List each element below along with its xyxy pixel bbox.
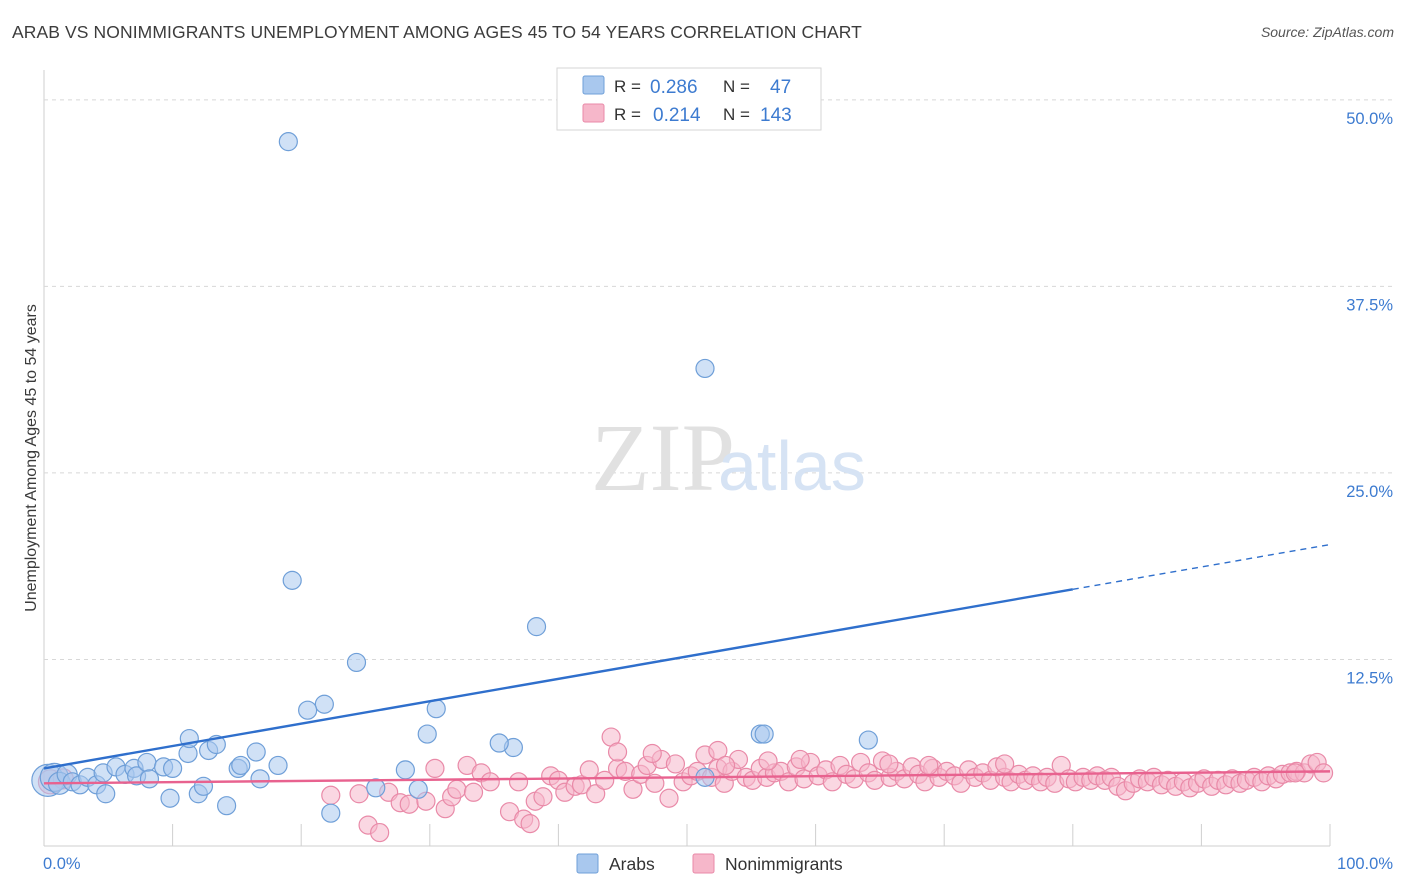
arabs-point [163, 758, 183, 779]
points-layer [31, 132, 1334, 843]
arabs-point [268, 755, 288, 776]
bottom-legend-swatch-non [692, 853, 715, 874]
y-tick-label: 37.5% [1346, 296, 1393, 314]
legend-non-n: 143 [760, 105, 792, 126]
bottom-legend-non: Nonimmigrants [725, 854, 843, 874]
nonimmigrants-point [879, 754, 899, 774]
nonimmigrants-point [715, 755, 736, 776]
arabs-point [96, 784, 116, 804]
legend-non-r-label: R = [614, 105, 641, 124]
y-tick-label: 25.0% [1346, 483, 1393, 501]
legend-arabs-n: 47 [770, 77, 791, 98]
arabs-point [298, 700, 318, 720]
nonimmigrants-point [370, 822, 390, 843]
nonimmigrants-point [790, 749, 810, 770]
arabs-point [346, 652, 367, 673]
arabs-point [139, 769, 160, 789]
bottom-legend-arabs: Arabs [609, 854, 655, 874]
nonimmigrants-point [425, 758, 445, 779]
nonimmigrants-point [708, 740, 728, 761]
nonimmigrants-point [533, 787, 553, 807]
arabs-point [526, 617, 547, 637]
y-axis-label: Unemployment Among Ages 45 to 54 years [23, 304, 40, 612]
bottom-legend-swatch-arabs [576, 853, 599, 874]
nonimmigrants-point [508, 772, 529, 792]
y-tick-label: 12.5% [1346, 669, 1393, 687]
nonimmigrants-point [665, 754, 686, 774]
nonimmigrants-point [1313, 763, 1334, 783]
nonimmigrants-point [480, 772, 500, 792]
arabs-point [137, 752, 157, 773]
arabs-point [695, 358, 715, 379]
arabs-point [160, 788, 180, 808]
arabs-point [489, 733, 509, 753]
bottom-legend: Arabs Nonimmigrants [576, 853, 843, 874]
nonimmigrants-point [349, 784, 369, 804]
arabs-trend-extension [1072, 543, 1331, 591]
x-tick-label-min: 0.0% [43, 855, 81, 873]
legend-arabs-r: 0.286 [650, 77, 698, 98]
nonimmigrants-point [623, 779, 643, 799]
nonimmigrants-point [586, 784, 606, 804]
watermark-zip: ZIP [591, 404, 735, 511]
nonimmigrants-point [995, 754, 1015, 774]
chart-title: ARAB VS NONIMMIGRANTS UNEMPLOYMENT AMONG… [12, 22, 862, 42]
arabs-point [858, 730, 878, 750]
nonimmigrants-point [571, 775, 592, 795]
nonimmigrants-point [447, 779, 467, 799]
nonimmigrants-point [919, 755, 939, 776]
legend-arabs-r-label: R = [614, 77, 641, 96]
legend-swatch-arabs [582, 75, 605, 95]
arabs-point [231, 755, 251, 776]
arabs-trend-line [43, 588, 1074, 770]
nonimmigrants-point [659, 788, 679, 808]
nonimmigrants-point [321, 785, 341, 805]
source-credit: Source: ZipAtlas.com [1260, 24, 1394, 40]
arabs-point [321, 803, 341, 823]
nonimmigrants-point [758, 751, 778, 771]
arabs-point [754, 724, 774, 744]
trend-lines [43, 543, 1331, 785]
legend-arabs-n-label: N = [723, 77, 750, 96]
arabs-point [193, 776, 214, 796]
arabs-point [278, 132, 298, 152]
x-tick-label-max: 100.0% [1337, 855, 1393, 873]
nonimmigrants-point [595, 770, 615, 790]
nonimmigrants-trend-line [43, 770, 1331, 785]
legend-non-r: 0.214 [653, 105, 701, 126]
nonimmigrants-point [520, 814, 540, 834]
arabs-point [282, 570, 302, 590]
nonimmigrants-point [607, 742, 628, 762]
arabs-point [417, 724, 437, 744]
y-tick-label: 50.0% [1346, 110, 1393, 128]
grid-layer [43, 70, 1393, 847]
arabs-point [246, 742, 266, 762]
legend-swatch-non [582, 103, 605, 123]
arabs-point [217, 796, 237, 816]
y-tick-labels: 12.5% 25.0% 37.5% 50.0% [1346, 110, 1393, 688]
nonimmigrants-point [579, 760, 599, 780]
legend-non-n-label: N = [723, 105, 750, 124]
arabs-point [366, 778, 386, 798]
nonimmigrants-point [865, 770, 885, 790]
arabs-point [408, 779, 428, 799]
arabs-point [250, 769, 270, 789]
nonimmigrants-point [642, 743, 662, 764]
arabs-point [314, 694, 334, 714]
nonimmigrants-point [463, 782, 484, 802]
arabs-point [395, 760, 415, 780]
watermark-atlas: atlas [718, 427, 866, 505]
legend: R = 0.286 N = 47 R = 0.214 N = 143 [556, 67, 822, 131]
